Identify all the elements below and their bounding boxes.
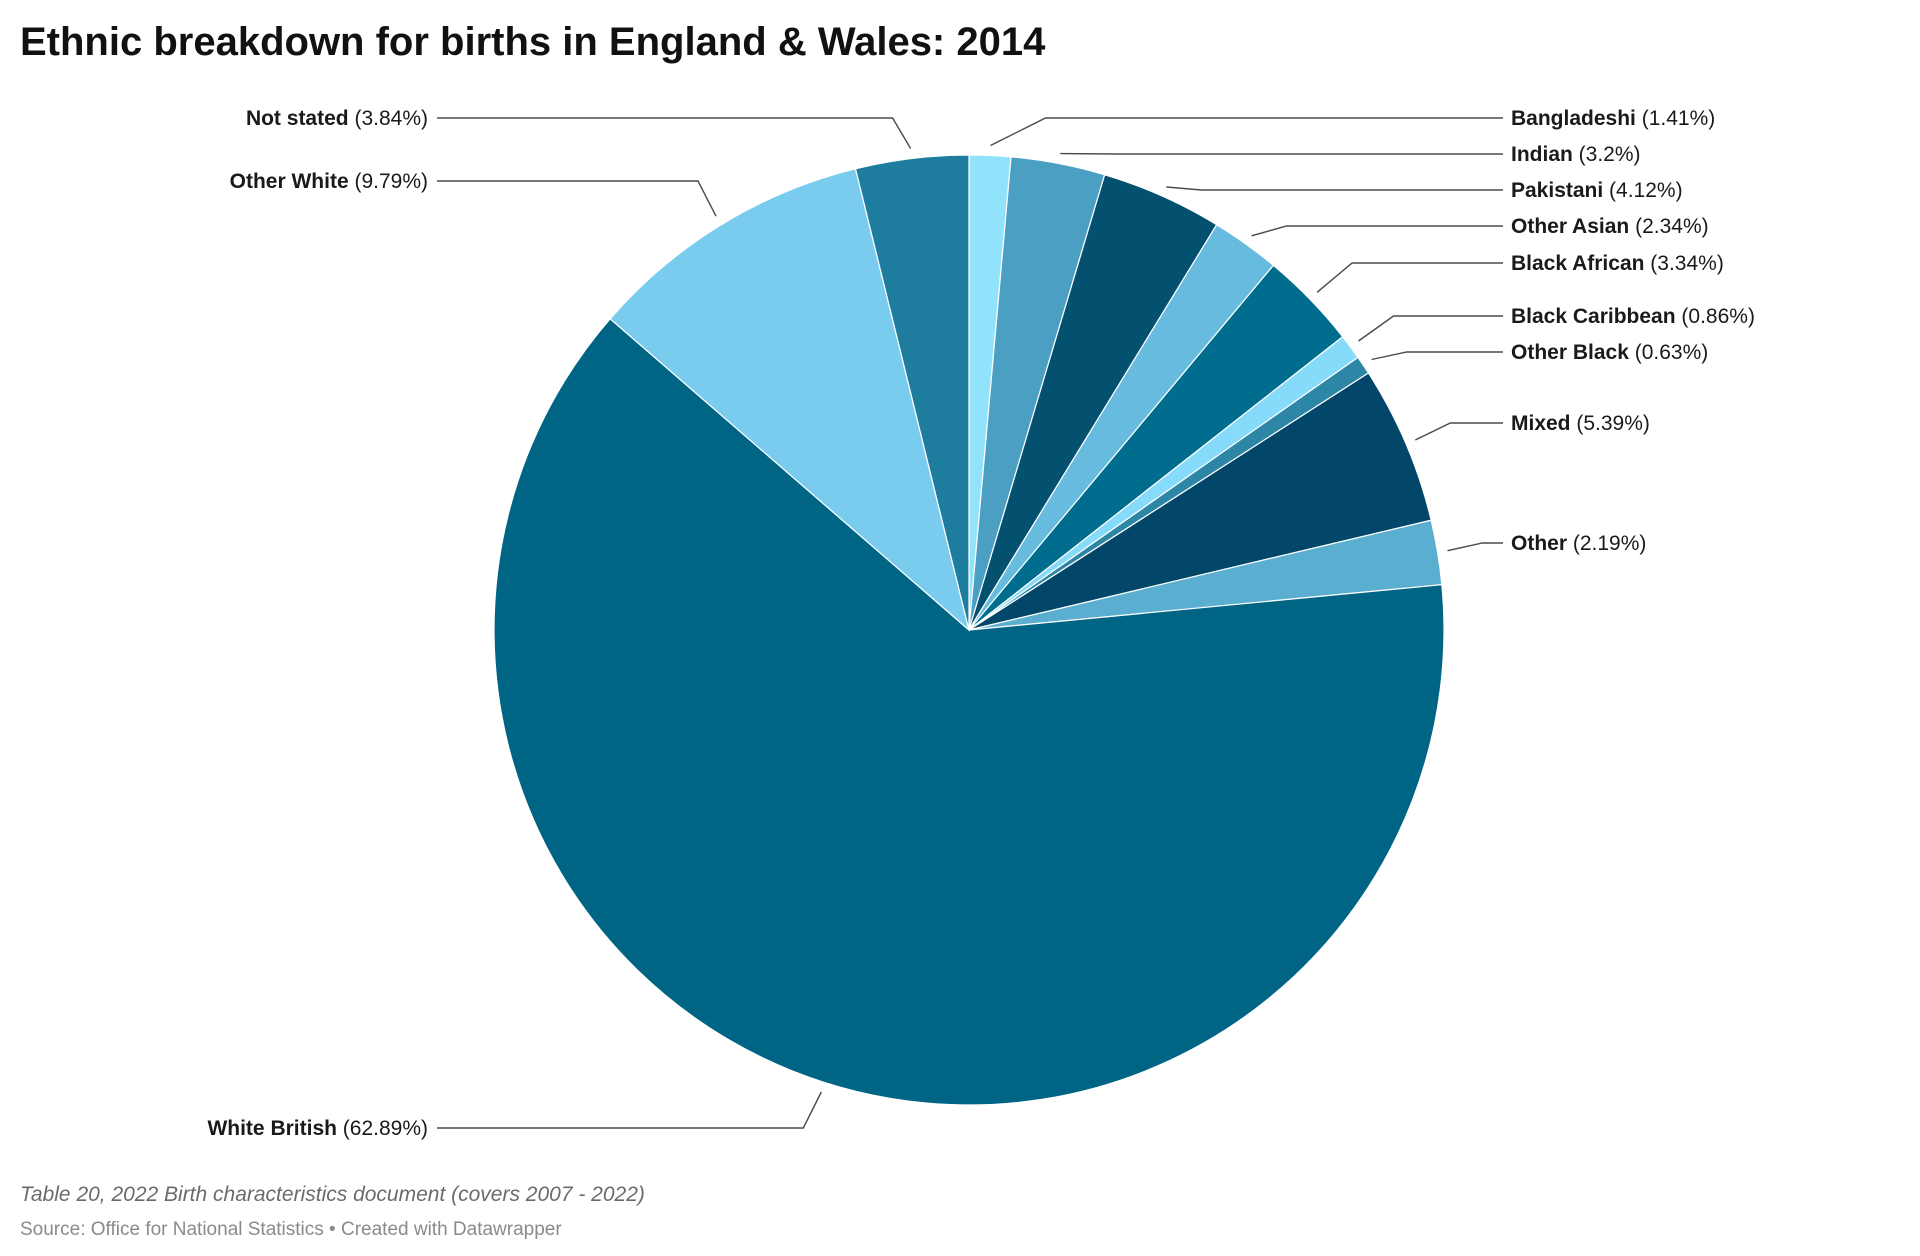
leader-line-mixed [1414, 422, 1503, 441]
chart-note: Table 20, 2022 Birth characteristics doc… [20, 1183, 645, 1206]
slice-label-name: Other [1511, 532, 1567, 555]
slice-label-not-stated: Not stated (3.84%) [246, 107, 428, 130]
pie-slice-other-white [609, 168, 971, 632]
slice-label-value: (1.41%) [1636, 107, 1715, 130]
slice-label-other-asian: Other Asian (2.34%) [1511, 215, 1709, 238]
slice-label-name: Bangladeshi [1511, 107, 1636, 130]
slice-label-bangladeshi: Bangladeshi (1.41%) [1511, 107, 1715, 130]
slice-label-black-caribbean: Black Caribbean (0.86%) [1511, 305, 1755, 328]
slice-label-name: Other White [230, 170, 349, 193]
chart-source: Source: Office for National Statistics •… [20, 1219, 562, 1240]
slice-label-name: Black Caribbean [1511, 305, 1676, 328]
slice-labels: Bangladeshi (1.41%) Indian (3.2%) Pakistan… [207, 107, 1755, 1140]
slice-label-value: (62.89%) [337, 1117, 428, 1140]
slice-label-value: (3.2%) [1573, 143, 1641, 166]
leader-line-other-asian [1251, 225, 1503, 237]
pie-slice-not-stated [854, 154, 970, 631]
slice-label-name: Mixed [1511, 412, 1571, 435]
leader-line-other-white [437, 180, 717, 217]
slice-label-value: (9.79%) [349, 170, 428, 193]
slice-label-name: Black African [1511, 252, 1644, 275]
slice-label-name: Other Black [1511, 341, 1629, 364]
pie-slice-mixed [968, 372, 1432, 631]
leader-line-black-caribbean [1358, 315, 1503, 342]
slice-label-value: (3.84%) [349, 107, 428, 130]
slice-label-value: (2.34%) [1629, 215, 1708, 238]
pie-slices [493, 154, 1445, 1106]
slice-label-other-black: Other Black (0.63%) [1511, 341, 1708, 364]
leader-line-not-stated [437, 117, 912, 149]
slice-label-value: (4.12%) [1603, 179, 1682, 202]
leader-line-black-african [1316, 262, 1503, 293]
pie-slice-white-british [493, 317, 1445, 1106]
leader-line-pakistani [1166, 186, 1503, 191]
slice-label-black-african: Black African (3.34%) [1511, 252, 1724, 275]
slice-label-value: (0.63%) [1629, 341, 1708, 364]
slice-label-value: (0.86%) [1676, 305, 1755, 328]
slice-label-name: Not stated [246, 107, 349, 130]
slice-label-mixed: Mixed (5.39%) [1511, 412, 1650, 435]
chart-title: Ethnic breakdown for births in England &… [20, 20, 1046, 64]
slice-label-pakistani: Pakistani (4.12%) [1511, 179, 1683, 202]
slice-label-indian: Indian (3.2%) [1511, 143, 1641, 166]
slice-label-other-white: Other White (9.79%) [230, 170, 428, 193]
slice-label-other: Other (2.19%) [1511, 532, 1646, 555]
slice-label-value: (2.19%) [1567, 532, 1646, 555]
slice-label-name: Pakistani [1511, 179, 1603, 202]
leader-line-white-british [437, 1091, 822, 1129]
leader-lines [437, 117, 1503, 1129]
leader-line-other-black [1371, 351, 1503, 361]
leader-line-other [1447, 542, 1503, 552]
slice-label-name: Indian [1511, 143, 1573, 166]
leader-line-bangladeshi [990, 117, 1503, 147]
slice-label-name: Other Asian [1511, 215, 1629, 238]
slice-label-name: White British [207, 1117, 337, 1140]
slice-label-white-british: White British (62.89%) [207, 1117, 428, 1140]
slice-label-value: (3.34%) [1644, 252, 1723, 275]
slice-label-value: (5.39%) [1571, 412, 1650, 435]
